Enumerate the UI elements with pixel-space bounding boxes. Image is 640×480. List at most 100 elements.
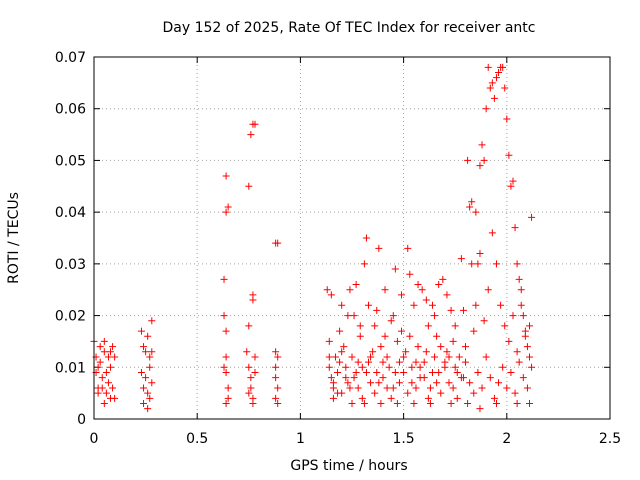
data-point [109, 384, 117, 392]
data-point [104, 379, 112, 387]
data-point [381, 286, 389, 294]
data-point [395, 358, 403, 366]
data-point [146, 363, 154, 371]
data-point [247, 374, 255, 382]
data-point [94, 389, 102, 397]
data-point [519, 312, 527, 320]
data-point [356, 322, 364, 330]
data-point [224, 384, 232, 392]
data-point [146, 353, 154, 361]
data-point [513, 399, 521, 407]
data-point [437, 343, 445, 351]
data-point [344, 379, 352, 387]
data-point [377, 343, 385, 351]
data-point [517, 301, 525, 309]
grid-lines [94, 57, 610, 419]
data-point [449, 384, 457, 392]
data-point [488, 79, 496, 87]
data-point [385, 363, 393, 371]
data-point [325, 353, 333, 361]
data-point [472, 208, 480, 216]
data-point [354, 358, 362, 366]
data-point [428, 368, 436, 376]
data-point [340, 343, 348, 351]
data-point [521, 332, 529, 340]
data-point [443, 348, 451, 356]
data-point [490, 394, 498, 402]
data-point [511, 389, 519, 397]
data-point [393, 399, 401, 407]
data-point [466, 379, 474, 387]
data-point [350, 312, 358, 320]
data-point [247, 131, 255, 139]
data-point [439, 275, 447, 283]
data-point [352, 281, 360, 289]
data-point [102, 368, 110, 376]
data-point [509, 177, 517, 185]
data-point [272, 374, 280, 382]
x-tick-labels: 0 0.5 1 1.5 2 2.5 [90, 431, 622, 447]
data-point [371, 389, 379, 397]
data-point [408, 379, 416, 387]
data-point [470, 389, 478, 397]
data-point [511, 224, 519, 232]
data-point [111, 353, 119, 361]
data-point [490, 94, 498, 102]
data-point [325, 337, 333, 345]
data-point [100, 337, 108, 345]
data-point [488, 229, 496, 237]
data-point [342, 363, 350, 371]
data-point [393, 337, 401, 345]
data-point [499, 63, 507, 71]
data-point [408, 363, 416, 371]
data-point [272, 348, 280, 356]
data-point [274, 239, 282, 247]
data-point [416, 374, 424, 382]
x-tick-label: 0.5 [186, 431, 208, 447]
data-point [327, 374, 335, 382]
data-point [523, 384, 531, 392]
data-point [484, 286, 492, 294]
data-point [410, 399, 418, 407]
data-point [360, 399, 368, 407]
x-tick-label: 1.5 [392, 431, 414, 447]
data-point [462, 343, 470, 351]
data-point [274, 399, 282, 407]
data-point [468, 198, 476, 206]
data-point [142, 348, 150, 356]
data-point [495, 379, 503, 387]
data-point [224, 203, 232, 211]
y-axis-label: ROTI / TECUs [6, 192, 22, 284]
data-point [387, 317, 395, 325]
data-point [96, 358, 104, 366]
data-point [224, 394, 232, 402]
data-point [424, 322, 432, 330]
data-point [447, 306, 455, 314]
data-point [474, 260, 482, 268]
data-point [348, 353, 356, 361]
data-point [497, 301, 505, 309]
data-point [334, 389, 342, 397]
data-point [453, 394, 461, 402]
data-point [528, 363, 536, 371]
data-point [342, 374, 350, 382]
data-point [365, 301, 373, 309]
data-point [383, 353, 391, 361]
data-point [249, 399, 257, 407]
data-point [391, 368, 399, 376]
data-point [414, 343, 422, 351]
data-point [325, 363, 333, 371]
data-point [331, 353, 339, 361]
data-point [486, 84, 494, 92]
data-point [515, 358, 523, 366]
data-point [526, 322, 534, 330]
data-point [249, 296, 257, 304]
data-point [329, 379, 337, 387]
data-point [391, 265, 399, 273]
data-point [422, 348, 430, 356]
data-point [462, 358, 470, 366]
data-point [373, 306, 381, 314]
data-point [501, 84, 509, 92]
data-point [245, 389, 253, 397]
data-point [383, 384, 391, 392]
